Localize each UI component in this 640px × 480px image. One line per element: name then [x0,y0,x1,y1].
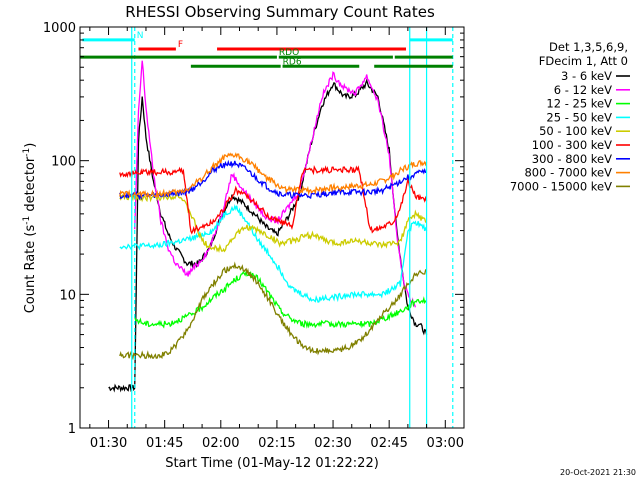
x-tick-label: 02:30 [314,436,351,451]
x-tick-label: 02:45 [370,436,407,451]
legend-entry-3: 12 - 25 keV [546,97,612,111]
y-tick-label: 1000 [43,21,76,36]
legend-entry-5: 50 - 100 keV [539,124,612,138]
x-tick-label: 02:15 [258,436,295,451]
legend-header-line-1: Det 1,3,5,6,9, [549,40,628,54]
legend-entry-6: 100 - 300 keV [532,138,612,152]
x-axis-ticks: 01:30 01:45 02:00 02:15 02:30 02:45 03:00 [89,27,465,451]
x-tick-label: 02:00 [202,436,239,451]
series-line-6 [119,165,428,235]
series-line-5 [119,192,427,254]
series-line-3 [134,269,428,329]
x-axis-label: Start Time (01-May-12 01:22:22) [165,456,379,471]
flag-label-f: F [178,40,183,50]
series-line-9 [119,261,427,361]
y-tick-label: 10 [59,288,76,303]
x-tick-label: 03:00 [427,436,464,451]
series-line-8 [119,152,428,200]
y-axis-label: Count Rate (s-1 detector-1) [22,143,38,314]
series-line-1 [108,78,428,393]
x-tick-label: 01:45 [146,436,183,451]
legend-header-line-2: FDecim 1, Att 0 [539,54,628,68]
legend: Det 1,3,5,6,9, FDecim 1, Att 0 3 - 6 keV… [510,40,630,193]
legend-entry-2: 6 - 12 keV [554,83,612,97]
plot-frame [79,26,465,429]
x-tick-label: 01:30 [90,436,127,451]
series-line-2 [134,60,417,308]
flag-label-rd6: RD6 [283,57,302,67]
y-axis-ticks: 1 10 100 1000 [43,21,464,437]
flag-label-n: N [137,31,144,41]
timestamp: 20-Oct-2021 21:30 [560,468,636,477]
legend-entry-7: 300 - 800 keV [532,152,612,166]
legend-entry-9: 7000 - 15000 keV [510,179,612,193]
chart-title: RHESSI Observing Summary Count Rates [125,3,435,21]
legend-entry-1: 3 - 6 keV [561,69,612,83]
series-line-7 [119,159,427,201]
legend-entry-4: 25 - 50 keV [546,110,612,124]
flag-label-rdo: RDO [279,48,299,58]
legend-entry-8: 800 - 7000 keV [524,166,612,180]
series-line-4 [119,204,428,303]
y-tick-label: 100 [51,155,76,170]
y-tick-label: 1 [68,422,76,437]
